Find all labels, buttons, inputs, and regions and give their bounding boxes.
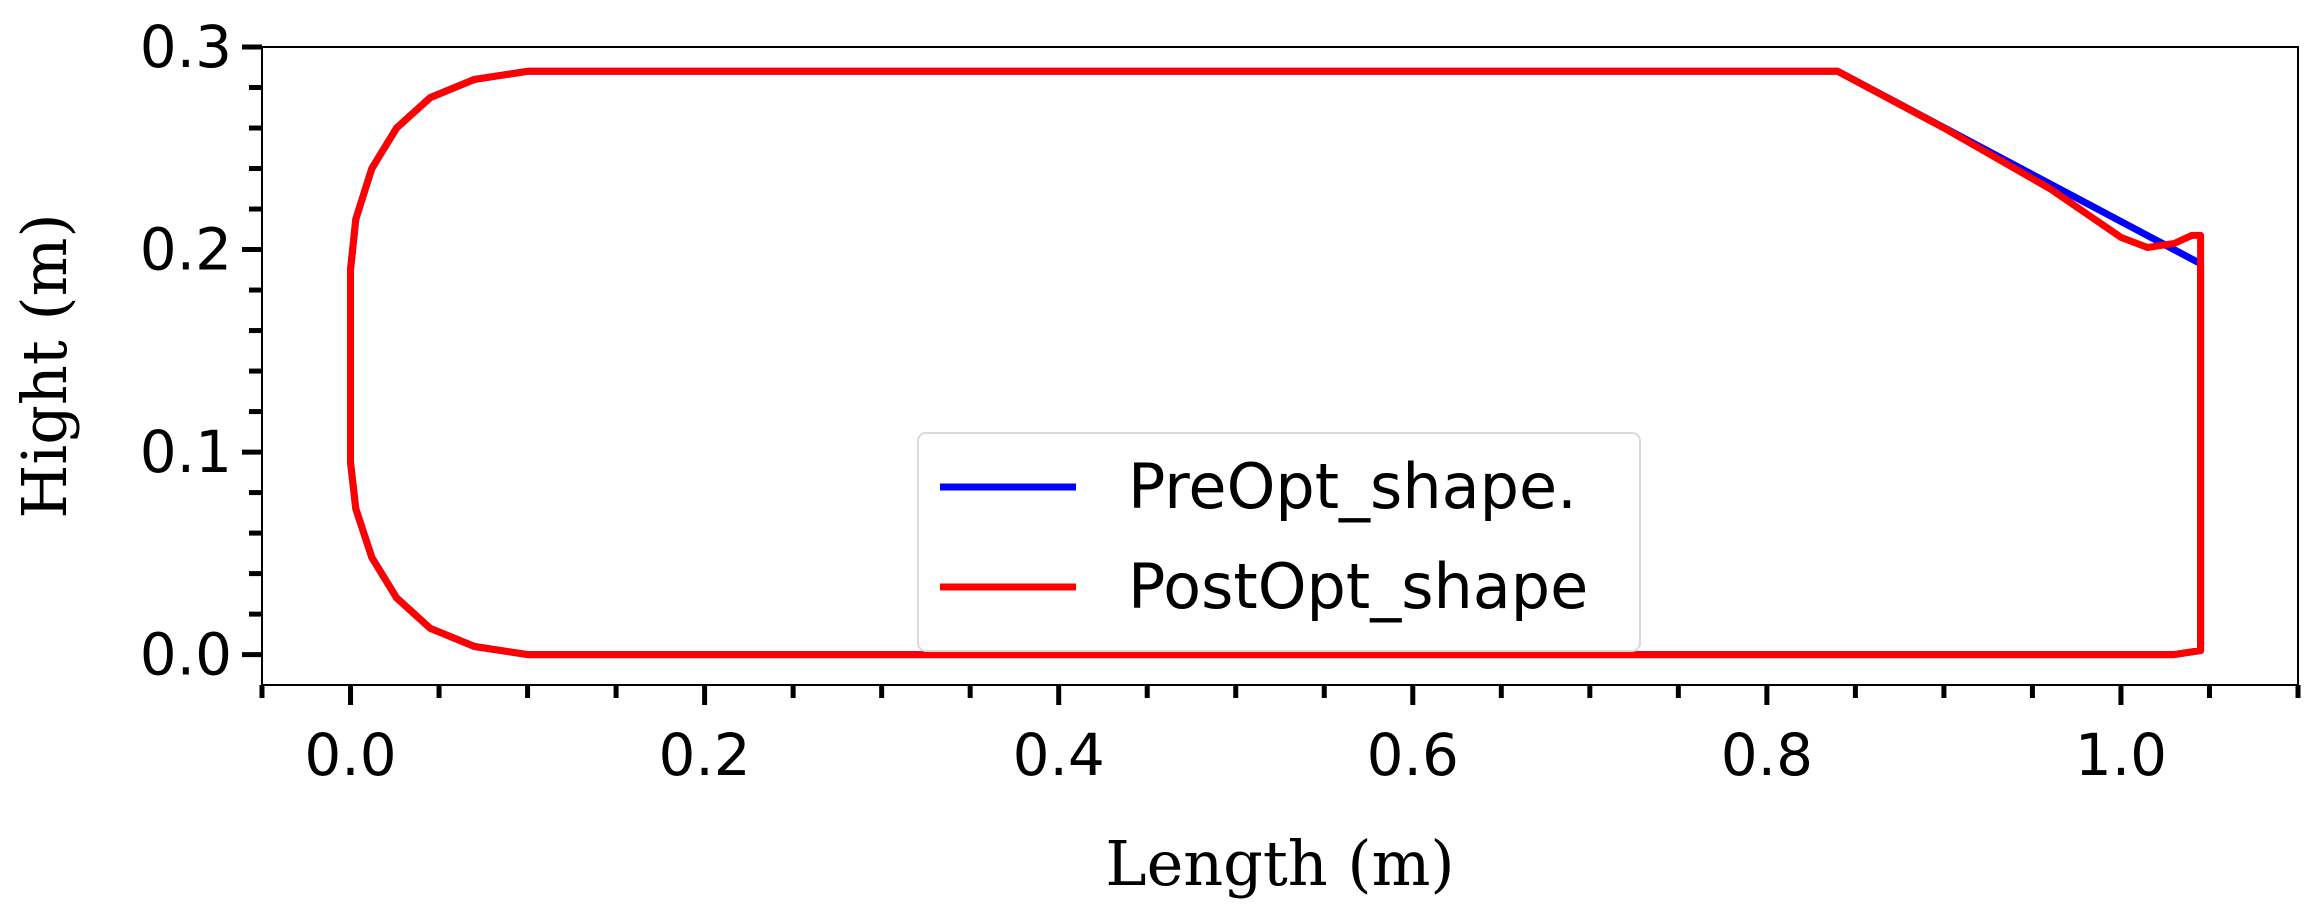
x-tick-label: 1.0	[2075, 721, 2167, 789]
legend: PreOpt_shape. PostOpt_shape	[917, 432, 1641, 652]
x-tick-label: 0.6	[1367, 721, 1459, 789]
legend-label: PostOpt_shape	[1128, 550, 1588, 623]
x-tick-label: 0.4	[1013, 721, 1105, 789]
x-tick-label: 0.0	[304, 721, 396, 789]
legend-label: PreOpt_shape.	[1128, 450, 1577, 523]
y-tick-label: 0.1	[140, 418, 232, 486]
plot-frame	[261, 46, 2299, 686]
legend-box	[917, 432, 1641, 652]
x-axis: 0.0 0.2 0.4 0.6 0.8 1.0	[259, 685, 2301, 789]
x-tick-label: 0.2	[658, 721, 750, 789]
series-line-2	[347, 67, 2205, 659]
y-axis-label: Hight (m)	[8, 213, 81, 518]
y-tick-label: 0.0	[140, 621, 232, 689]
x-axis-label: Length (m)	[1105, 827, 1454, 900]
y-tick-label: 0.2	[140, 216, 232, 284]
plot-area	[347, 67, 2205, 659]
x-tick-label: 0.8	[1721, 721, 1813, 789]
y-tick-label: 0.3	[140, 13, 232, 81]
y-axis: 0.0 0.1 0.2 0.3	[140, 13, 262, 689]
